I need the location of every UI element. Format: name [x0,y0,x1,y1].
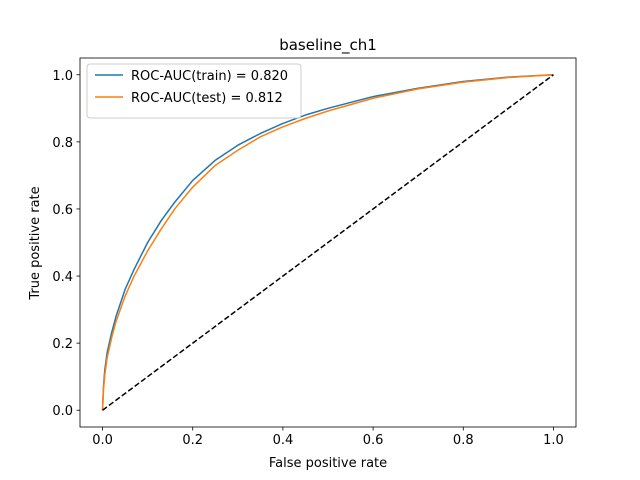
x-tick-label: 1.0 [543,433,564,448]
legend: ROC-AUC(train) = 0.820 ROC-AUC(test) = 0.… [86,63,302,119]
legend-label: ROC-AUC(test) = 0.812 [131,91,283,106]
y-tick-label: 0.4 [52,270,73,285]
chart-title: baseline_ch1 [279,36,377,55]
y-tick-label: 0.8 [52,136,73,151]
x-tick-label: 0.2 [182,433,203,448]
x-tick-label: 0.0 [92,433,113,448]
x-tick-label: 0.8 [453,433,474,448]
legend-box [86,63,302,119]
plot-area: 0.0 0.2 0.4 0.6 0.8 1.0 0.0 0.2 0.4 0.6 0.8 1.0 [52,57,577,448]
diagonal-reference-line [102,74,554,411]
y-tick-label: 0.2 [52,337,73,352]
x-tick-label: 0.4 [273,433,294,448]
y-axis-title: True positive rate [28,186,43,300]
axes-frame [79,57,577,428]
x-axis-title: False positive rate [269,456,387,471]
y-tick-label: 0.6 [52,203,73,218]
series-line-0 [101,74,554,411]
x-tick-label: 0.6 [363,433,384,448]
series-line-1 [101,74,554,411]
y-tick-label: 0.0 [52,404,73,419]
y-tick-label: 1.0 [52,69,73,84]
legend-label: ROC-AUC(train) = 0.820 [131,69,288,84]
